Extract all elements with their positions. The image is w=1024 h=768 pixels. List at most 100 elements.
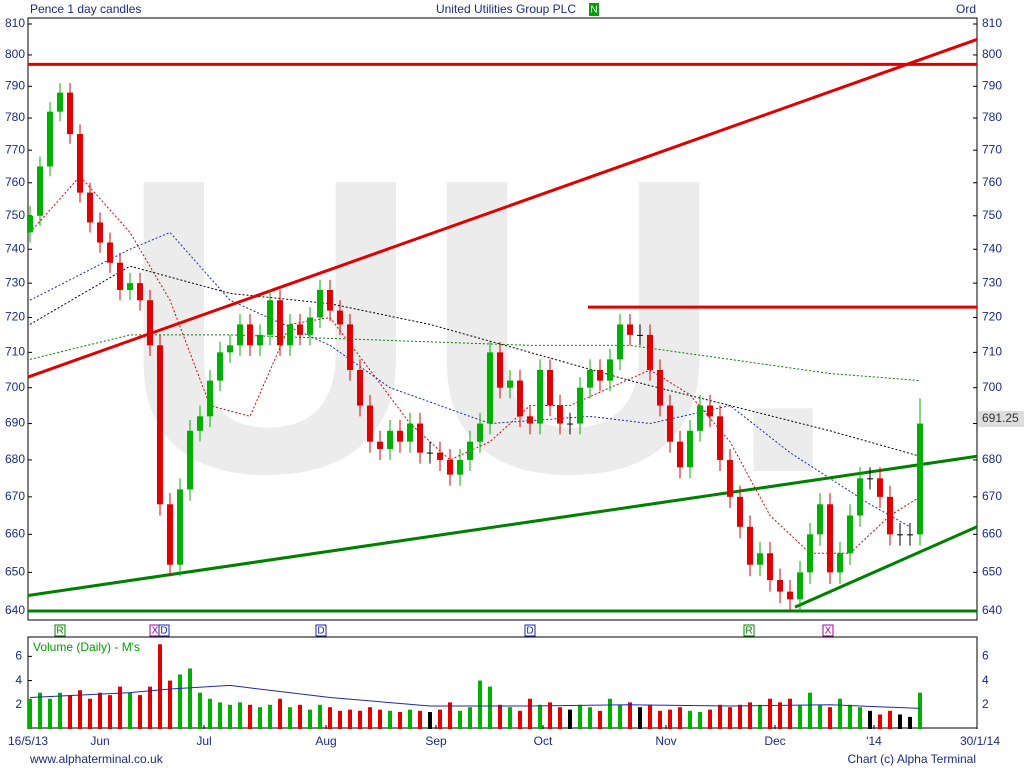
candle-body (247, 324, 253, 346)
candle-body (527, 416, 533, 424)
volume-bar (258, 707, 262, 729)
candle-body (407, 423, 413, 442)
volume-bar (368, 707, 372, 729)
volume-bar (778, 702, 782, 729)
candle-body (237, 324, 243, 346)
candle-body (427, 452, 433, 454)
candle-body (357, 369, 363, 406)
x-tick-label: Nov (655, 734, 676, 748)
volume-bar (568, 709, 572, 729)
vol-tick-label: 4 (15, 673, 22, 687)
event-label: R (56, 626, 63, 637)
volume-bar (278, 698, 282, 729)
candle-body (477, 423, 483, 442)
candle-body (97, 222, 103, 243)
candle-body (857, 478, 863, 516)
candle-body (277, 300, 283, 346)
volume-bar (898, 714, 902, 729)
candle-body (417, 423, 423, 453)
x-tick-label: '14 (866, 734, 882, 748)
candle-body (867, 478, 873, 480)
volume-bar (668, 709, 672, 729)
volume-bar (718, 704, 722, 729)
volume-bar (458, 710, 462, 729)
volume-bar (118, 686, 122, 729)
share-class: Ord (956, 2, 976, 16)
y-tick-label: 800 (5, 47, 25, 61)
y-tick-label: 740 (5, 241, 25, 255)
volume-bar (588, 707, 592, 729)
y-tick-label: 800 (982, 47, 1002, 61)
moving-average (29, 334, 921, 382)
y-tick-label: 720 (982, 310, 1002, 324)
volume-bar (138, 695, 142, 729)
volume-bar (738, 704, 742, 729)
y-tick-label: 710 (982, 345, 1002, 359)
volume-bar (488, 686, 492, 729)
volume-bar (648, 704, 652, 729)
y-tick-label: 700 (982, 380, 1002, 394)
y-tick-label: 740 (982, 241, 1002, 255)
candle-body (647, 334, 653, 370)
volume-bar (168, 680, 172, 729)
event-marker (158, 624, 170, 637)
y-tick-label: 770 (5, 142, 25, 156)
candle-body (637, 334, 643, 336)
volume-bar (348, 709, 352, 729)
candle-body (597, 369, 603, 381)
candle-body (37, 166, 43, 216)
candle-body (67, 92, 73, 135)
candle-body (367, 405, 373, 442)
candle-body (917, 423, 923, 535)
y-tick-label: 640 (5, 603, 25, 617)
chart-title: United Utilities Group PLC (436, 2, 576, 16)
volume-bar (48, 698, 52, 729)
volume-bar (858, 707, 862, 729)
candle-body (877, 478, 883, 497)
candle-body (547, 369, 553, 406)
candle-body (567, 423, 573, 425)
x-tick-label: 16/5/13 (8, 734, 48, 748)
volume-bar (128, 692, 132, 729)
event-label: D (526, 626, 533, 637)
volume-bar (198, 692, 202, 729)
event-marker (524, 624, 536, 637)
volume-bar (918, 692, 922, 729)
candle-body (767, 553, 773, 581)
volume-bar (468, 707, 472, 729)
volume-bar (268, 704, 272, 729)
candle-body (697, 405, 703, 431)
volume-bar (428, 712, 432, 729)
candle-body (707, 405, 713, 417)
candle-body (517, 380, 523, 417)
candle-body (907, 534, 913, 536)
candle-body (257, 334, 263, 346)
y-tick-label: 680 (5, 452, 25, 466)
y-tick-label: 690 (5, 416, 25, 430)
volume-bar (608, 698, 612, 729)
volume-bar (418, 710, 422, 729)
candle-body (457, 459, 463, 475)
candle-body (817, 504, 823, 535)
candle-body (467, 441, 473, 460)
moving-average (29, 265, 921, 457)
x-tick-label: 30/1/14 (960, 734, 1000, 748)
event-label: D (160, 626, 167, 637)
subtitle: Pence 1 day candles (30, 2, 141, 16)
y-tick-label: 770 (982, 142, 1002, 156)
volume-bar (448, 702, 452, 729)
volume-bar (598, 710, 602, 729)
x-tick-label: Jul (196, 734, 211, 748)
volume-bar (518, 710, 522, 729)
y-tick-label: 810 (5, 16, 25, 30)
x-tick-label: Dec (764, 734, 785, 748)
volume-bar (558, 707, 562, 729)
candle-body (267, 300, 273, 335)
candle-body (217, 352, 223, 381)
volume-bar (818, 704, 822, 729)
volume-bar (238, 702, 242, 729)
candle-body (177, 489, 183, 565)
candle-body (347, 324, 353, 370)
candle-body (577, 387, 583, 424)
y-tick-label: 760 (982, 175, 1002, 189)
